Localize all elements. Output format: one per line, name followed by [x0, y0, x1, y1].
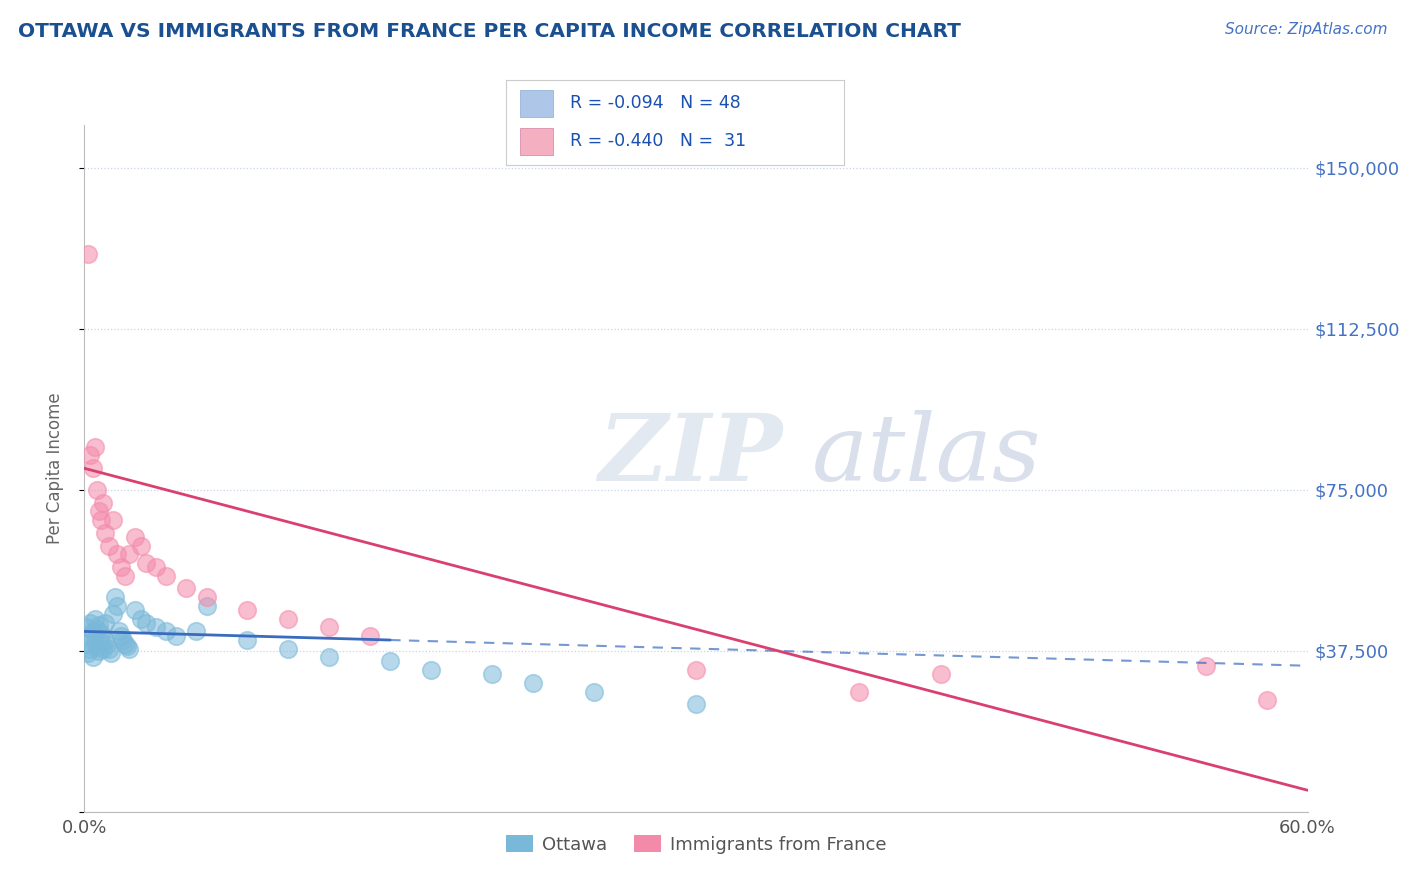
Point [155, 624, 177, 639]
Legend: Ottawa, Immigrants from France: Ottawa, Immigrants from France [498, 828, 894, 861]
Point [481, 667, 503, 681]
Point [87, 644, 110, 658]
Point [929, 667, 952, 681]
Point [79, 615, 101, 630]
Point [82, 624, 104, 639]
Point [124, 603, 146, 617]
Point [131, 539, 153, 553]
Point [75, 620, 97, 634]
Point [83, 633, 105, 648]
Text: ZIP: ZIP [598, 409, 782, 500]
Point [90, 513, 112, 527]
Point [195, 590, 218, 604]
Point [101, 607, 124, 622]
Point [79, 449, 101, 463]
Point [118, 547, 141, 561]
Point [318, 620, 340, 634]
Point [277, 641, 299, 656]
FancyBboxPatch shape [520, 89, 554, 117]
Point [420, 663, 443, 677]
Point [100, 646, 122, 660]
Point [96, 637, 118, 651]
Y-axis label: Per Capita Income: Per Capita Income [45, 392, 63, 544]
Point [101, 513, 124, 527]
Point [86, 622, 108, 636]
Point [112, 633, 135, 648]
Point [91, 641, 114, 656]
Point [135, 615, 157, 630]
Point [82, 650, 104, 665]
Point [108, 624, 131, 639]
Point [93, 633, 117, 648]
Text: atlas: atlas [813, 409, 1042, 500]
Point [87, 504, 110, 518]
Point [522, 676, 544, 690]
Point [90, 626, 112, 640]
Point [685, 698, 707, 712]
Text: Source: ZipAtlas.com: Source: ZipAtlas.com [1225, 22, 1388, 37]
Point [87, 618, 110, 632]
Point [83, 440, 105, 454]
Point [110, 560, 132, 574]
Point [277, 611, 299, 625]
Point [82, 461, 104, 475]
Point [145, 560, 167, 574]
Point [114, 637, 136, 651]
Point [115, 640, 138, 654]
Point [77, 646, 100, 660]
Point [86, 640, 108, 654]
Point [155, 568, 177, 582]
Point [145, 620, 167, 634]
Text: OTTAWA VS IMMIGRANTS FROM FRANCE PER CAPITA INCOME CORRELATION CHART: OTTAWA VS IMMIGRANTS FROM FRANCE PER CAP… [18, 22, 962, 41]
Point [110, 629, 132, 643]
Point [176, 582, 198, 596]
Point [97, 641, 120, 656]
Point [104, 590, 127, 604]
Text: R = -0.094   N = 48: R = -0.094 N = 48 [571, 95, 741, 112]
Point [848, 684, 870, 698]
Point [77, 629, 100, 643]
Point [165, 629, 187, 643]
Point [1256, 693, 1278, 707]
Point [135, 556, 157, 570]
Point [86, 483, 108, 497]
Point [131, 611, 153, 625]
Point [79, 641, 101, 656]
Point [583, 684, 606, 698]
Point [1195, 658, 1218, 673]
Point [90, 635, 112, 649]
Point [124, 530, 146, 544]
Point [83, 611, 105, 625]
Point [93, 615, 117, 630]
Point [93, 525, 117, 540]
Point [105, 599, 128, 613]
Point [236, 633, 259, 648]
Point [195, 599, 218, 613]
Point [685, 663, 707, 677]
FancyBboxPatch shape [520, 128, 554, 155]
Point [75, 637, 97, 651]
Text: R = -0.440   N =  31: R = -0.440 N = 31 [571, 132, 747, 150]
Point [97, 539, 120, 553]
Point [118, 641, 141, 656]
Point [318, 650, 340, 665]
Point [105, 547, 128, 561]
Point [359, 629, 381, 643]
Point [77, 246, 100, 260]
Point [380, 655, 402, 669]
Point [236, 603, 259, 617]
Point [186, 624, 208, 639]
Point [91, 495, 114, 509]
Point [114, 568, 136, 582]
